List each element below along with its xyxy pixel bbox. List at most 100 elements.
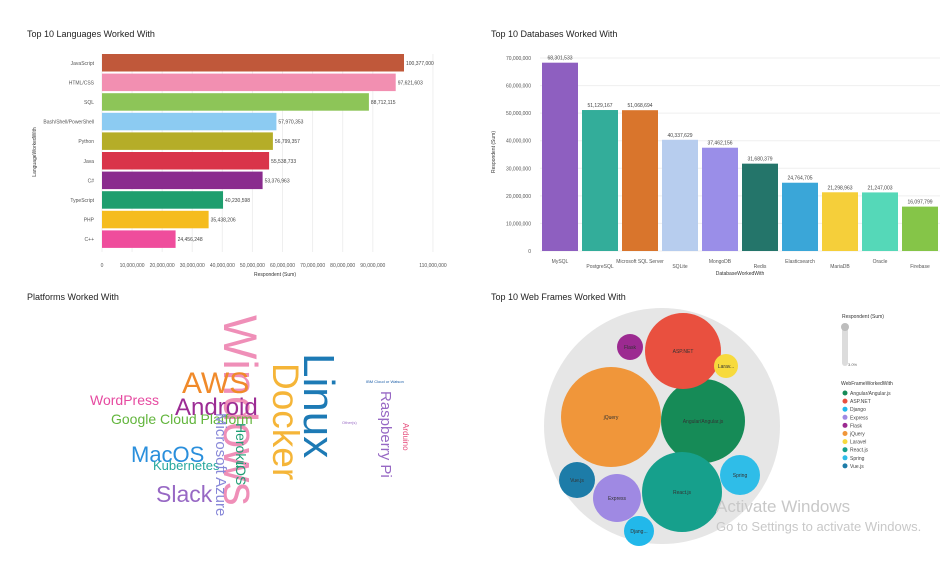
bubble (593, 474, 641, 522)
x-tick-label: 20,000,000 (150, 263, 175, 269)
legend-item-label: React.js (850, 448, 869, 454)
bar (102, 112, 277, 131)
x-tick-label: 60,000,000 (270, 263, 295, 269)
category-label: MySQL (552, 259, 569, 265)
bar-value-label: 21,247,003 (867, 185, 892, 191)
legend-title: WebFrameWorkedWith (841, 381, 893, 387)
bar-value-label: 16,097,799 (907, 200, 932, 206)
bar (782, 182, 818, 251)
bar (742, 163, 778, 251)
y-axis-label: Respondent (Sum) (491, 131, 497, 173)
wordcloud-word: iOS (233, 462, 249, 485)
wordcloud-word: Slack (156, 481, 213, 507)
legend-size-value: 3.0% (848, 362, 858, 367)
wordcloud-word: Heroku (233, 423, 249, 468)
category-label: PostgreSQL (586, 264, 613, 270)
category-label: PHP (84, 218, 95, 224)
languages-chart-title: Top 10 Languages Worked With (27, 29, 155, 39)
bubble-label: Angular/Angular.js (683, 419, 724, 425)
bubble-label: Spring (733, 473, 748, 479)
wordcloud-word: Microsoft Azure (212, 413, 229, 516)
legend-item-label: Spring (850, 456, 865, 462)
bubble-label: Larav... (718, 364, 734, 370)
databases-bar-chart: 0 10,000,000 20,000,000 30,000,000 40,000,00… (491, 56, 940, 277)
bar-value-label: 40,230,598 (225, 198, 250, 204)
bar (822, 192, 858, 251)
bar (542, 62, 578, 251)
bar-value-label: 37,462,156 (707, 141, 732, 147)
bar (102, 152, 270, 170)
bubble (645, 313, 721, 389)
bubble-label: Djang... (630, 529, 647, 535)
bar (102, 73, 396, 92)
bar (102, 191, 224, 209)
watermark-line1: Activate Windows (716, 497, 851, 516)
legend-size-title: Respondent (Sum) (842, 314, 884, 320)
bar-value-label: 97,621,603 (398, 80, 423, 86)
bubble-label: React.js (673, 490, 692, 496)
category-label: TypeScript (70, 198, 94, 204)
wordcloud-word: Arduino (401, 423, 410, 451)
legend-swatch (842, 439, 848, 445)
y-axis-label: LanguageWorkedWith (32, 127, 38, 177)
legend-item-label: Vue.js (850, 464, 864, 470)
legend-swatch (842, 447, 848, 453)
legend-swatch (842, 455, 848, 461)
wordcloud-word: WordPress (90, 392, 159, 408)
bar-value-label: 56,799,357 (275, 139, 300, 145)
bar-value-label: 57,970,353 (278, 120, 303, 126)
y-tick-label: 0 (528, 249, 531, 255)
category-label: HTML/CSS (69, 80, 95, 86)
databases-chart-panel: Top 10 Databases Worked With 0 10,000,000… (475, 0, 950, 285)
legend-item-label: jQuery (849, 432, 865, 438)
category-label: Python (78, 139, 94, 145)
platforms-wordcloud-panel: Platforms Worked With Windows Linux Docker… (0, 285, 475, 566)
bar (102, 210, 209, 229)
bar (582, 110, 618, 252)
category-label: MongoDB (709, 259, 732, 265)
bar (102, 171, 263, 190)
x-tick-label: 80,000,000 (330, 263, 355, 269)
category-label: C++ (85, 237, 95, 243)
bar-value-label: 51,129,167 (587, 103, 612, 109)
legend-swatch (842, 431, 848, 436)
x-tick-label: 110,000,000 (419, 263, 447, 269)
category-label: Oracle (873, 259, 888, 265)
activate-windows-watermark: Activate Windows Go to Settings to activ… (716, 497, 921, 534)
bar-value-label: 55,538,733 (271, 159, 296, 165)
legend-item-label: Express (850, 415, 869, 421)
languages-bar-chart: 0 10,000,000 20,000,000 30,000,000 40,000,00… (32, 54, 447, 278)
legend-swatch (842, 422, 848, 428)
webframes-bubble-panel: Top 10 Web Frames Worked With Angular/An… (475, 285, 950, 566)
webframes-bubble-title: Top 10 Web Frames Worked With (491, 292, 626, 302)
x-axis-label: Respondent (Sum) (254, 272, 296, 278)
bar-value-label: 24,764,705 (787, 176, 812, 182)
legend-swatch (842, 414, 848, 420)
y-tick-label: 10,000,000 (506, 221, 531, 227)
bar-value-label: 53,376,963 (265, 178, 290, 184)
bar (622, 110, 658, 251)
bubble (642, 452, 722, 532)
x-tick-label: 70,000,000 (300, 263, 325, 269)
bubble-label: ASP.NET (673, 349, 694, 355)
legend-swatch (842, 463, 848, 469)
bubble (617, 334, 643, 360)
y-tick-label: 40,000,000 (506, 139, 531, 145)
bubble-label: Express (608, 496, 627, 502)
bar-value-label: 100,377,000 (406, 61, 434, 67)
category-label: C# (88, 178, 95, 184)
databases-chart-title: Top 10 Databases Worked With (491, 29, 618, 39)
languages-chart-panel: Top 10 Languages Worked With 0 10,000,000… (0, 0, 475, 285)
category-label: Bash/Shell/PowerShell (43, 120, 94, 126)
x-tick-label: 50,000,000 (240, 263, 265, 269)
bubble (559, 462, 595, 498)
legend-size-dot (841, 323, 849, 331)
bar-value-label: 24,456,248 (178, 237, 203, 243)
y-tick-label: 70,000,000 (506, 56, 531, 62)
wordcloud-word: Other(s) (342, 420, 357, 425)
bubble (714, 354, 738, 378)
webframes-bubble-chart: Angular/Angular.js ASP.NET Djang... Express… (544, 308, 893, 546)
bubble-label: Flask (624, 345, 636, 351)
bubble-label: Vue.js (570, 478, 584, 484)
